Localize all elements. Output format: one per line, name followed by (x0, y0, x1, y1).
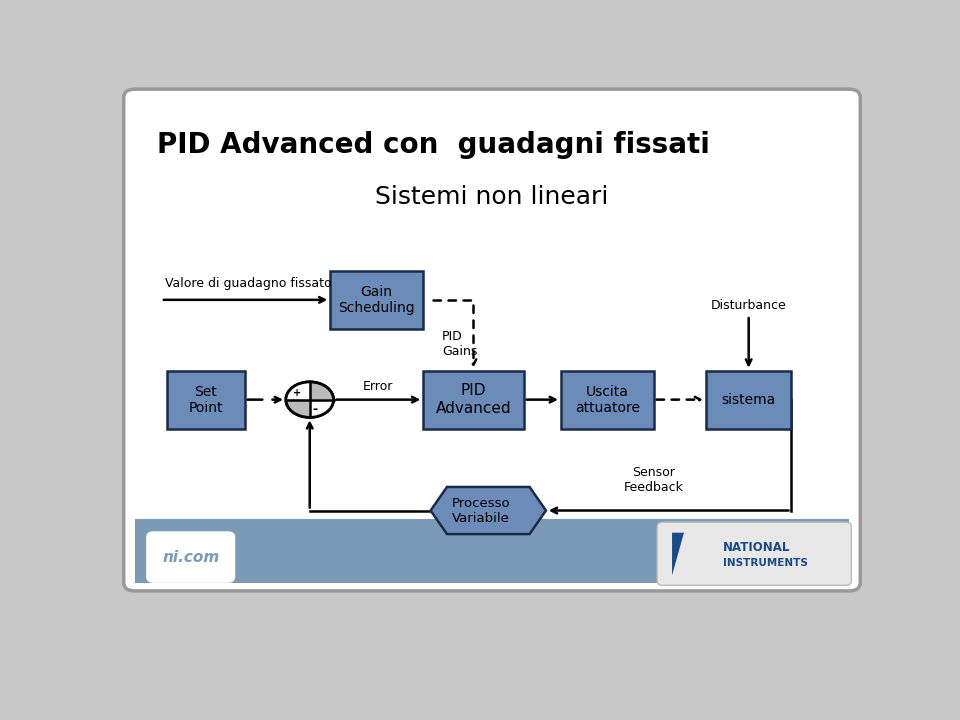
Text: sistema: sistema (722, 392, 776, 407)
Polygon shape (672, 533, 684, 575)
Bar (134, 519, 849, 582)
Text: +: + (293, 388, 300, 398)
Polygon shape (431, 487, 546, 534)
Text: ni.com: ni.com (162, 549, 219, 564)
Wedge shape (286, 382, 310, 400)
Text: INSTRUMENTS: INSTRUMENTS (723, 558, 807, 568)
FancyBboxPatch shape (330, 271, 423, 329)
FancyBboxPatch shape (706, 371, 791, 428)
Text: -: - (312, 403, 317, 416)
Text: Processo
Variabile: Processo Variabile (451, 497, 510, 524)
Text: Error: Error (363, 380, 394, 393)
Wedge shape (310, 382, 333, 400)
Text: PID
Advanced: PID Advanced (436, 384, 512, 416)
Text: Sistemi non lineari: Sistemi non lineari (375, 185, 609, 210)
Text: Gain
Scheduling: Gain Scheduling (338, 284, 415, 315)
FancyBboxPatch shape (148, 533, 234, 582)
Text: PID
Gains: PID Gains (442, 330, 477, 359)
FancyBboxPatch shape (166, 371, 245, 428)
FancyBboxPatch shape (124, 89, 860, 591)
Text: PID Advanced con  guadagni fissati: PID Advanced con guadagni fissati (157, 130, 710, 158)
Text: Valore di guadagno fissato: Valore di guadagno fissato (165, 277, 331, 290)
Circle shape (286, 382, 333, 418)
Wedge shape (286, 400, 310, 418)
Text: Disturbance: Disturbance (710, 300, 786, 312)
Text: Uscita
attuatore: Uscita attuatore (575, 384, 639, 415)
Wedge shape (310, 400, 333, 418)
FancyBboxPatch shape (423, 371, 523, 428)
Text: Sensor
Feedback: Sensor Feedback (624, 466, 684, 494)
Text: NATIONAL: NATIONAL (723, 541, 790, 554)
FancyBboxPatch shape (658, 522, 852, 585)
FancyBboxPatch shape (561, 371, 654, 428)
Text: Set
Point: Set Point (188, 384, 223, 415)
